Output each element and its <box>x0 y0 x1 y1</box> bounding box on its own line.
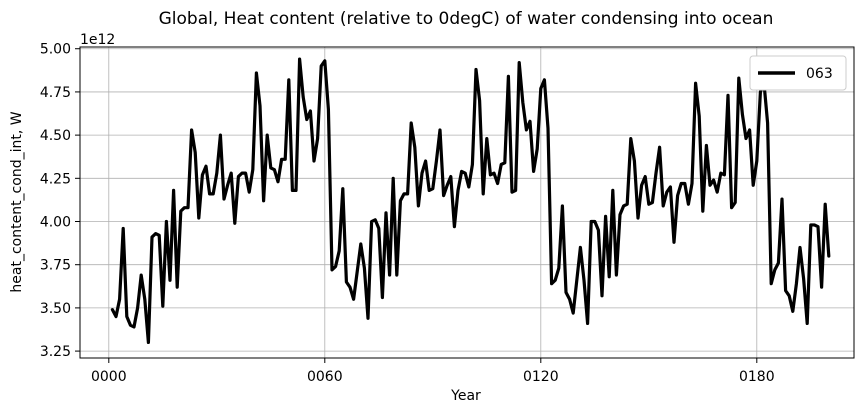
series-line-063 <box>110 57 831 345</box>
y-tick-label: 4.50 <box>40 128 71 144</box>
series-layer <box>110 57 831 345</box>
x-tick-label: 0180 <box>739 369 775 385</box>
y-tick-label: 4.25 <box>40 171 71 187</box>
y-tick-label: 3.25 <box>40 344 71 360</box>
y-offset-label: 1e12 <box>80 32 115 48</box>
x-tick-label: 0060 <box>307 369 343 385</box>
plot-area-frame <box>79 46 855 359</box>
y-axis: 3.25 3.50 3.75 4.00 4.25 4.50 4.75 5.00 <box>40 42 80 360</box>
legend-label: 063 <box>806 66 833 82</box>
x-axis: 0000 0060 0120 0180 <box>91 358 775 385</box>
y-tick-label: 4.00 <box>40 215 71 231</box>
y-tick-label: 3.50 <box>40 301 71 317</box>
chart-title: Global, Heat content (relative to 0degC)… <box>159 9 774 29</box>
y-tick-label: 4.75 <box>40 85 71 101</box>
y-tick-label: 5.00 <box>40 42 71 58</box>
y-axis-label: heat_content_cond_int, W <box>9 111 25 292</box>
x-axis-label: Year <box>450 388 481 404</box>
x-tick-label: 0120 <box>523 369 559 385</box>
legend-box <box>749 55 847 91</box>
legend: 063 <box>749 55 847 91</box>
y-tick-label: 3.75 <box>40 258 71 274</box>
x-tick-label: 0000 <box>91 369 127 385</box>
